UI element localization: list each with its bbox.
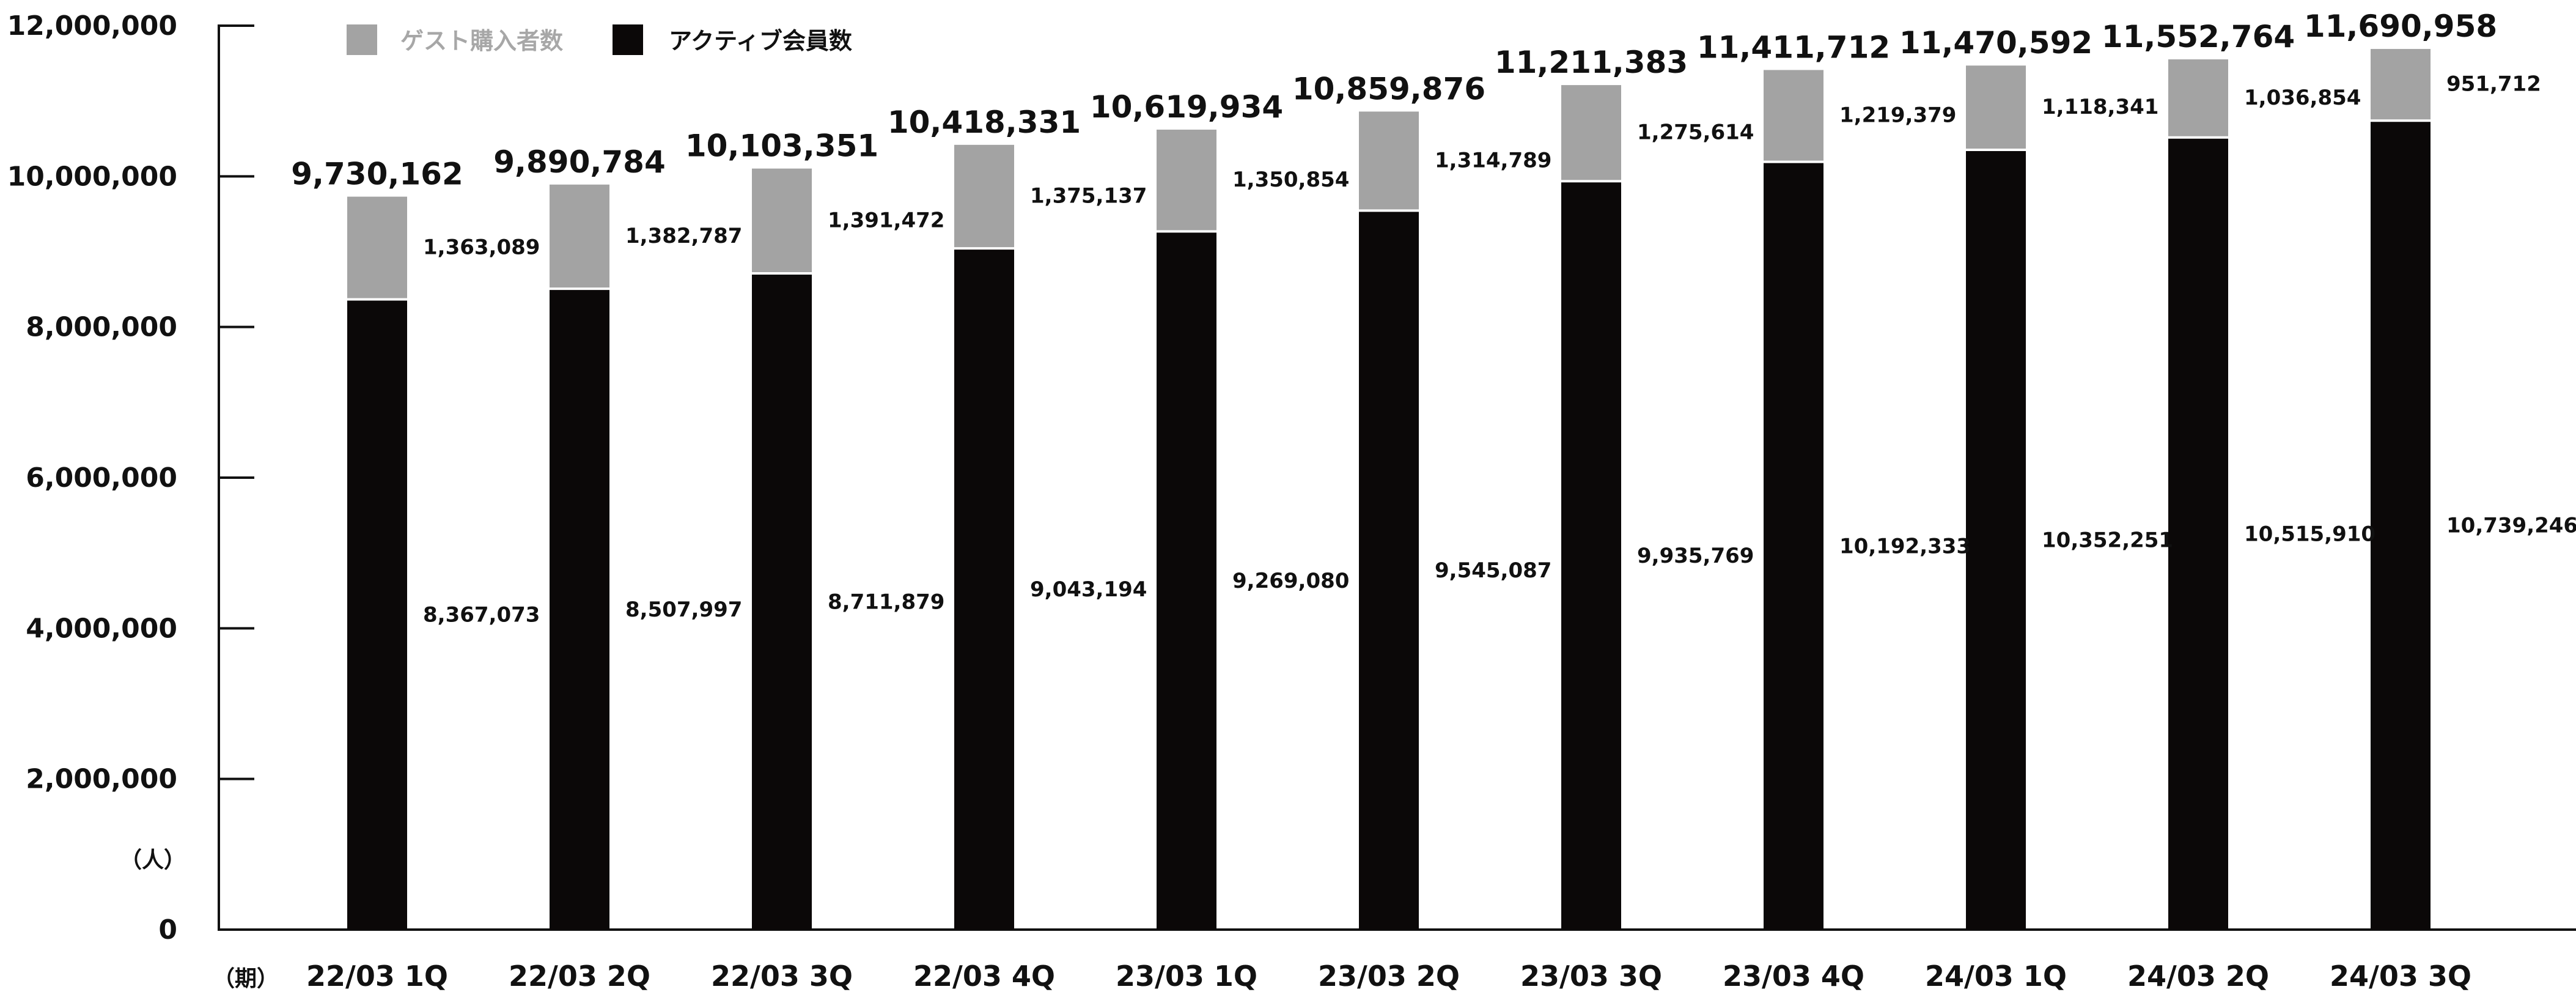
x-tick-label: 24/03 1Q xyxy=(1925,960,2067,992)
total-value-label: 11,690,958 xyxy=(2304,9,2497,44)
bar-guest-buyers xyxy=(1359,111,1419,211)
bar-active-members xyxy=(954,248,1014,930)
total-value-label: 10,103,351 xyxy=(685,128,878,164)
y-tick-label: 0 xyxy=(158,914,177,946)
y-axis-unit-label: （人） xyxy=(120,848,186,873)
guest-value-label: 951,712 xyxy=(2446,72,2541,97)
guest-value-label: 1,350,854 xyxy=(1232,168,1349,192)
active-value-label: 9,935,769 xyxy=(1637,544,1754,568)
active-value-label: 10,515,910 xyxy=(2244,522,2375,546)
total-value-label: 9,730,162 xyxy=(291,157,463,192)
bar-active-members xyxy=(752,273,812,930)
legend-label-active: アクティブ会員数 xyxy=(669,28,852,54)
bars xyxy=(347,49,2431,930)
y-tick-label: 2,000,000 xyxy=(26,764,177,795)
x-tick-label: 22/03 4Q xyxy=(913,960,1055,992)
bar-guest-buyers xyxy=(2168,59,2228,138)
x-tick-label: 23/03 2Q xyxy=(1318,960,1460,992)
x-tick-label: 23/03 4Q xyxy=(1723,960,1864,992)
bar-guest-buyers xyxy=(752,168,812,273)
active-value-label: 10,739,246 xyxy=(2446,514,2576,538)
bar-guest-buyers xyxy=(2371,49,2431,121)
guest-value-label: 1,375,137 xyxy=(1030,183,1147,208)
guest-value-label: 1,275,614 xyxy=(1637,120,1754,145)
bar-guest-buyers xyxy=(1966,65,2026,150)
y-tick-label: 8,000,000 xyxy=(26,312,177,343)
x-tick-label: 23/03 1Q xyxy=(1116,960,1257,992)
bar-active-members xyxy=(550,289,609,930)
active-value-label: 10,192,333 xyxy=(1839,534,1971,558)
guest-value-label: 1,036,854 xyxy=(2244,86,2361,110)
y-tick-label: 12,000,000 xyxy=(7,10,177,42)
x-tick-label: 22/03 2Q xyxy=(509,960,650,992)
bar-active-members xyxy=(347,299,407,930)
x-tick-label: 22/03 1Q xyxy=(306,960,448,992)
total-value-label: 11,552,764 xyxy=(2102,19,2295,54)
bar-guest-buyers xyxy=(1157,129,1216,232)
bar-active-members xyxy=(1359,210,1419,930)
guest-value-label: 1,314,789 xyxy=(1435,148,1551,172)
y-tick-label: 4,000,000 xyxy=(26,613,177,644)
bar-active-members xyxy=(1764,161,1823,930)
bar-active-members xyxy=(2371,120,2431,930)
total-value-label: 11,211,383 xyxy=(1495,45,1688,80)
legend-swatch-active xyxy=(613,24,643,55)
bar-active-members xyxy=(1157,231,1216,930)
y-tick-label: 10,000,000 xyxy=(7,161,177,192)
total-value-label: 10,619,934 xyxy=(1090,89,1283,125)
bar-guest-buyers xyxy=(1764,70,1823,162)
guest-value-label: 1,219,379 xyxy=(1839,103,1956,128)
y-tick-label: 6,000,000 xyxy=(26,462,177,494)
total-value-label: 10,418,331 xyxy=(888,105,1081,140)
bar-guest-buyers xyxy=(954,144,1014,249)
bar-guest-buyers xyxy=(550,184,609,289)
active-value-label: 9,269,080 xyxy=(1232,569,1349,593)
x-tick-label: 24/03 3Q xyxy=(2330,960,2471,992)
data-labels: 9,730,162 1,363,089 8,367,073 9,890,784 1,38… xyxy=(291,9,2576,627)
active-value-label: 10,352,251 xyxy=(2042,528,2173,552)
x-axis-ticks: 22/03 1Q 22/03 2Q 22/03 3Q 22/03 4Q 23/03 1Q… xyxy=(306,960,2471,992)
legend: ゲスト購入者数 アクティブ会員数 xyxy=(347,24,852,55)
active-value-label: 9,043,194 xyxy=(1030,577,1147,602)
x-axis-period-label: （期） xyxy=(213,966,279,991)
active-value-label: 8,367,073 xyxy=(423,603,540,627)
bar-active-members xyxy=(2168,137,2228,930)
total-value-label: 10,859,876 xyxy=(1292,71,1485,106)
bar-active-members xyxy=(1966,149,2026,930)
y-axis-ticks: 0 2,000,000 4,000,000 6,000,000 8,000,000 10,… xyxy=(7,10,254,946)
x-tick-label: 23/03 3Q xyxy=(1520,960,1662,992)
x-tick-label: 22/03 3Q xyxy=(711,960,853,992)
guest-value-label: 1,391,472 xyxy=(828,208,944,232)
guest-value-label: 1,118,341 xyxy=(2042,95,2158,119)
bar-guest-buyers xyxy=(347,196,407,300)
bar-guest-buyers xyxy=(1561,85,1621,182)
total-value-label: 11,470,592 xyxy=(1899,25,2092,61)
guest-value-label: 1,382,787 xyxy=(625,224,742,248)
total-value-label: 11,411,712 xyxy=(1697,29,1890,65)
active-value-label: 8,711,879 xyxy=(828,590,944,614)
active-value-label: 8,507,997 xyxy=(625,598,742,622)
active-value-label: 9,545,087 xyxy=(1435,558,1551,583)
bar-active-members xyxy=(1561,181,1621,930)
x-tick-label: 24/03 2Q xyxy=(2127,960,2269,992)
total-value-label: 9,890,784 xyxy=(493,144,666,180)
legend-swatch-guest xyxy=(347,24,377,55)
guest-value-label: 1,363,089 xyxy=(423,235,540,260)
legend-label-guest: ゲスト購入者数 xyxy=(400,28,563,54)
